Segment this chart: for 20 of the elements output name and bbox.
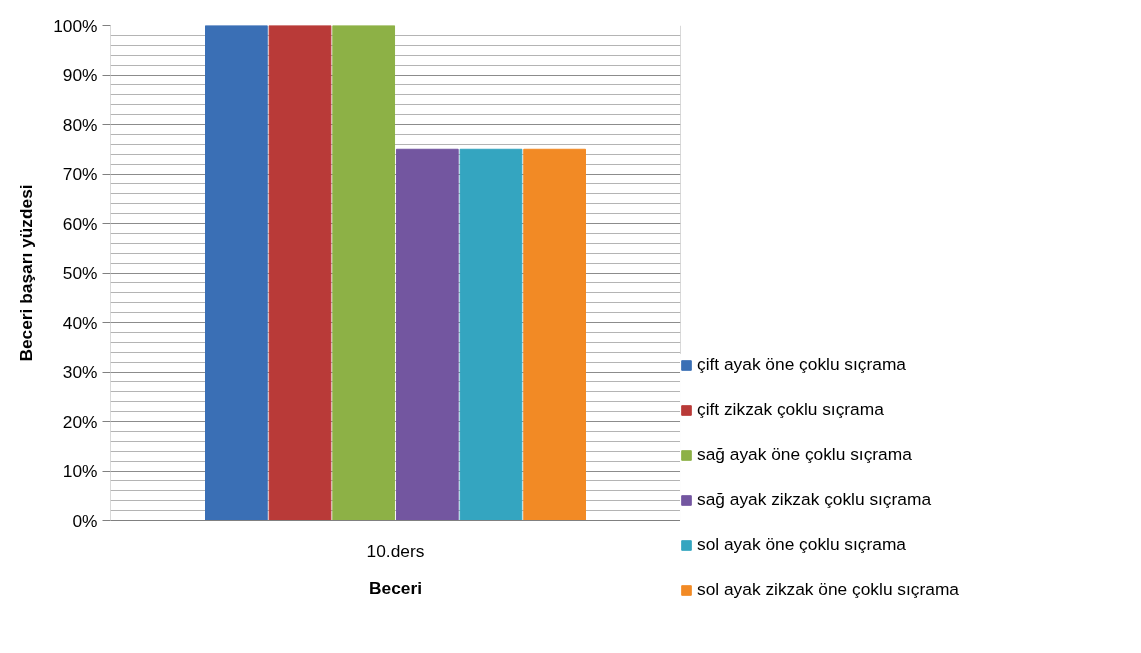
y-tick-label: 20% [62,411,98,432]
legend-label: sağ ayak zikzak çoklu sıçrama [697,489,932,510]
x-tick-label: 10.ders [366,540,425,561]
y-tick-label: 60% [62,213,98,234]
y-tick-label: 10% [62,461,98,481]
y-axis-title: Beceri başarı yüzdesi [16,184,37,362]
legend-label: sağ ayak öne çoklu sıçrama [697,444,912,465]
legend-label: çift ayak öne çoklu sıçrama [697,354,906,375]
y-tick-label: 100% [53,15,98,36]
y-tick-label: 90% [62,65,98,85]
legend-label: çift zikzak çoklu sıçrama [697,399,884,420]
y-tick-label: 40% [62,312,98,333]
y-tick-label: 80% [62,114,98,135]
y-tick-label: 50% [62,263,98,283]
y-tick-label: 30% [62,362,98,382]
legend-label: sol ayak zikzak öne çoklu sıçrama [697,579,959,600]
y-tick-label: 70% [62,164,98,184]
x-axis-title: Beceri [369,577,422,598]
legend-label: sol ayak öne çoklu sıçrama [697,534,906,555]
y-tick-label: 0% [72,510,98,531]
